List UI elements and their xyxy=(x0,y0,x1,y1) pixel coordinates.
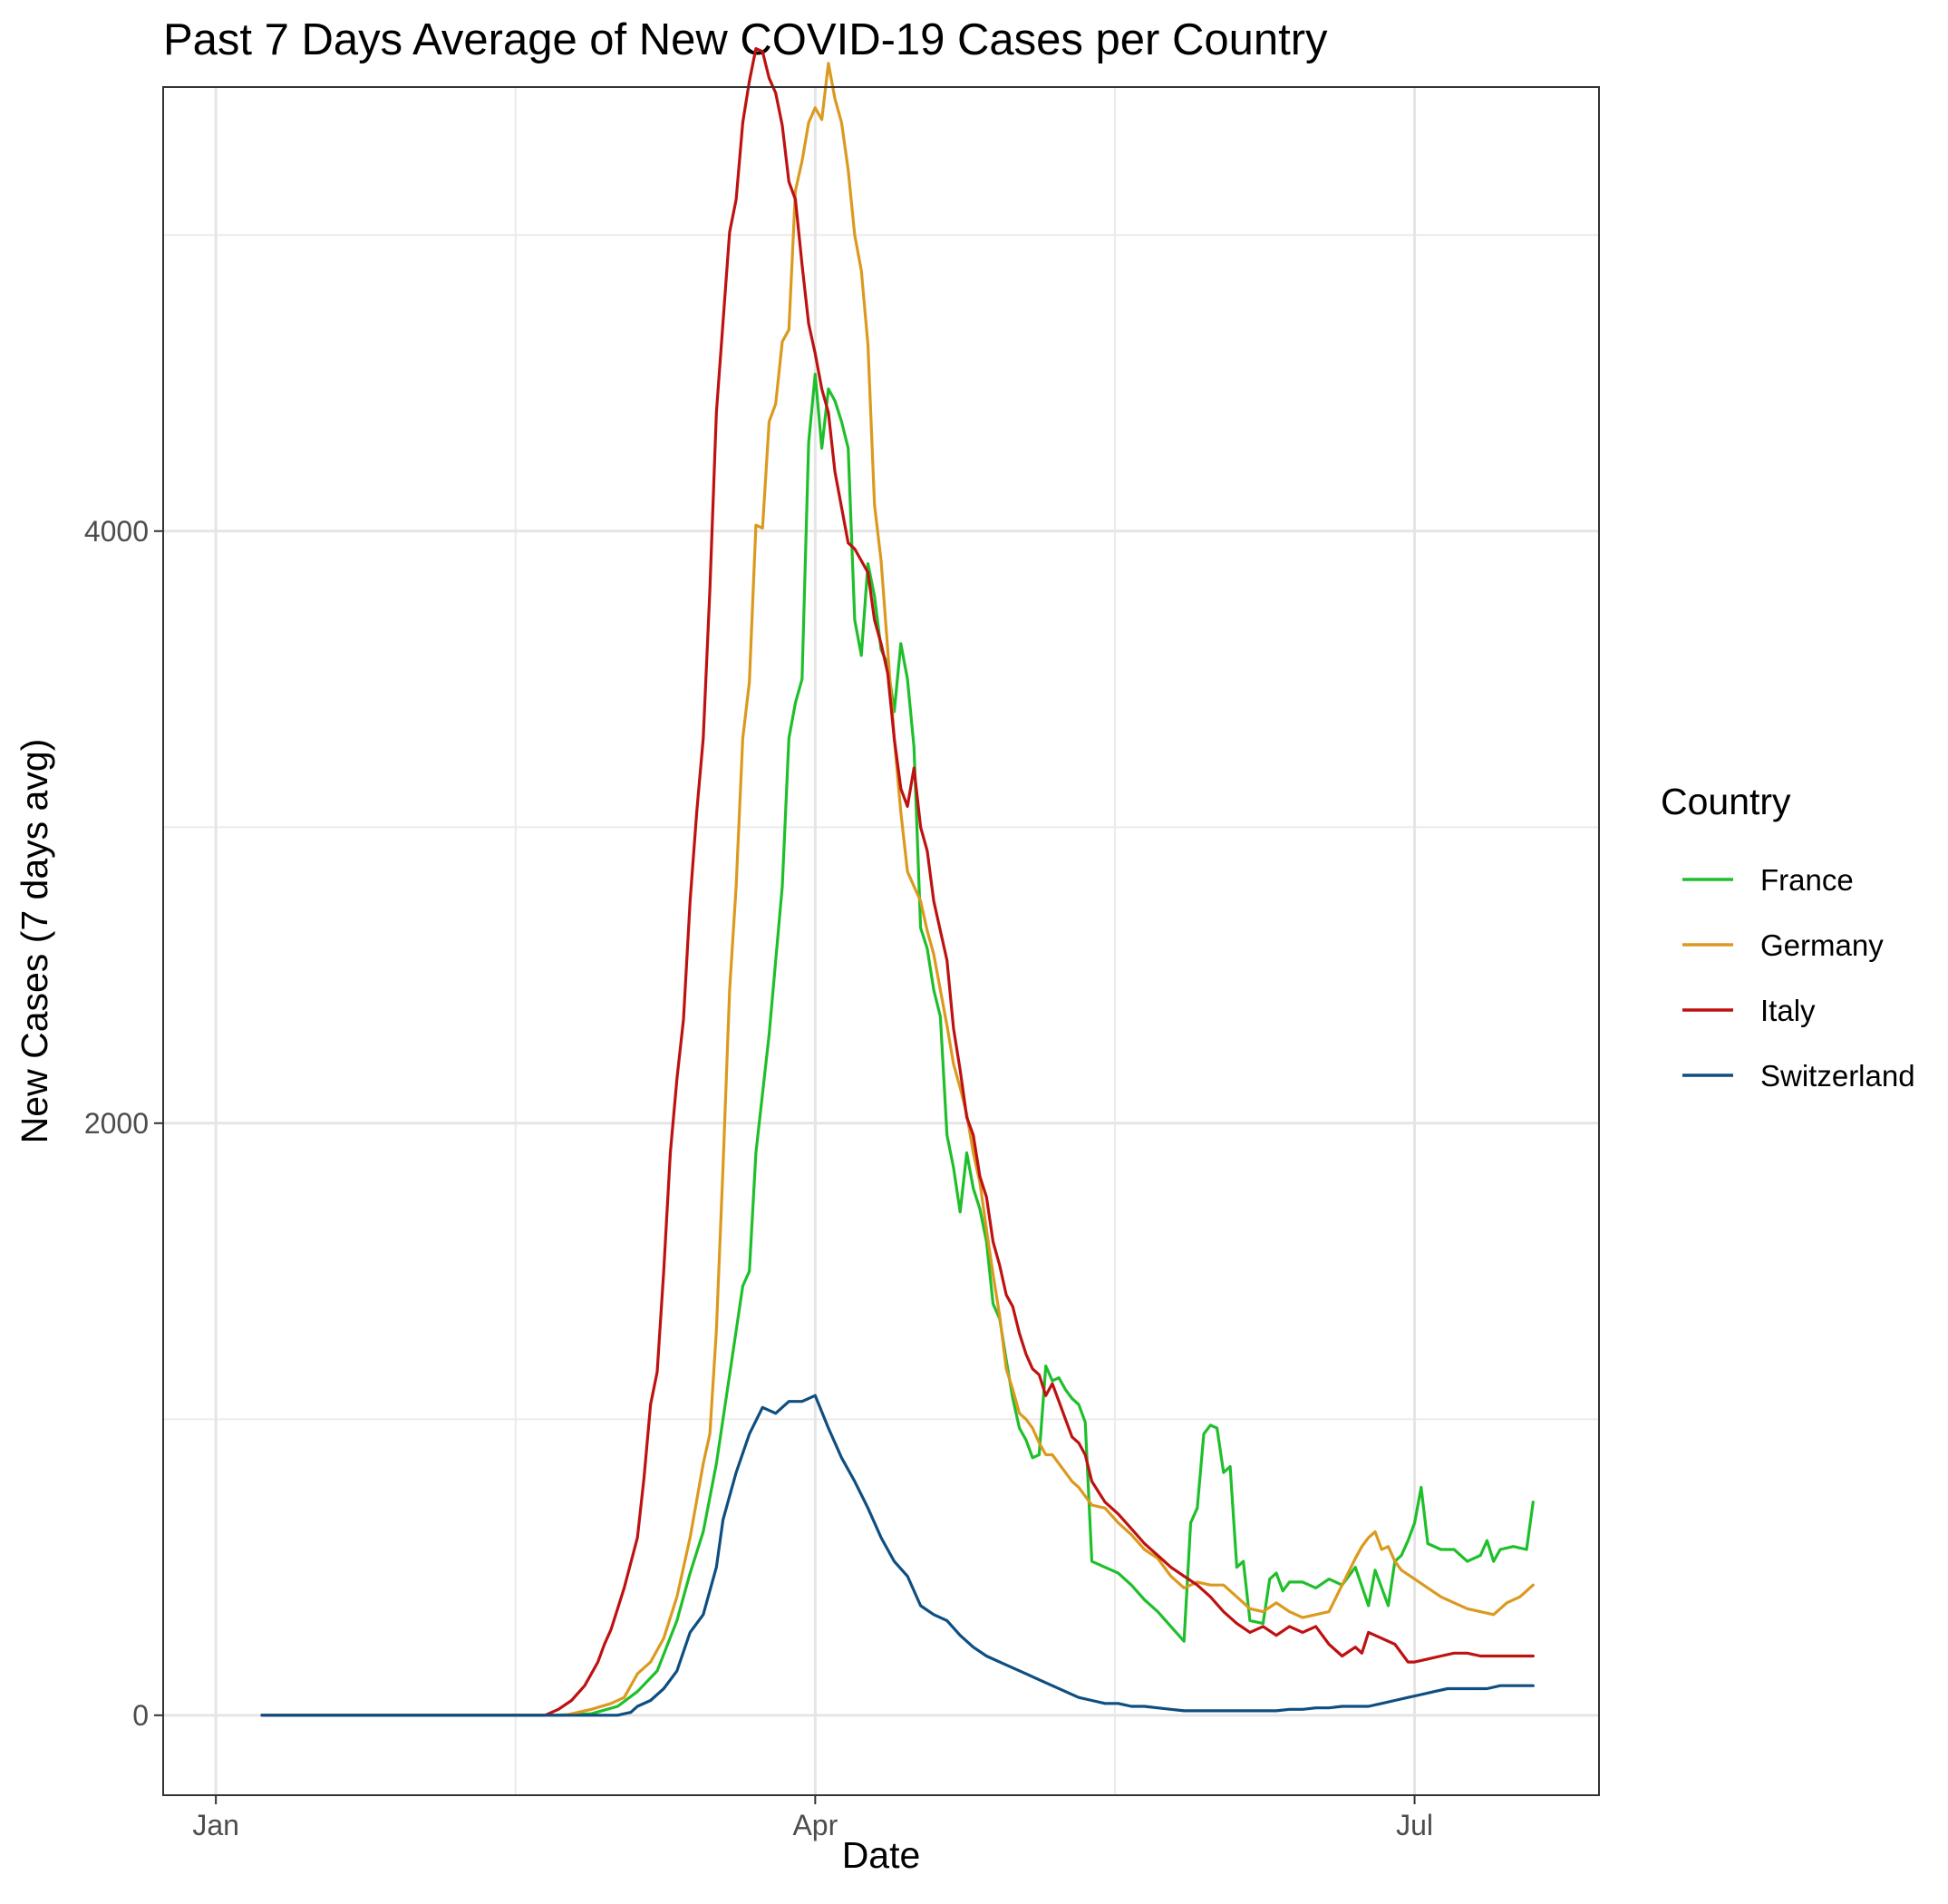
legend-label: Germany xyxy=(1760,928,1884,962)
grid-major xyxy=(163,87,1599,1795)
chart-title: Past 7 Days Average of New COVID-19 Case… xyxy=(163,15,1328,64)
x-tick-label: Apr xyxy=(792,1809,838,1841)
legend-items: France Germany Italy Switzerland xyxy=(1682,863,1915,1093)
legend-label: Italy xyxy=(1760,994,1816,1027)
x-tick-label: Jul xyxy=(1396,1809,1433,1841)
legend-title: Country xyxy=(1661,781,1791,822)
series-line-france xyxy=(260,373,1535,1717)
series-line-germany xyxy=(260,62,1535,1717)
x-axis: Jan Apr Jul xyxy=(192,1795,1433,1841)
legend-item-italy: Italy xyxy=(1682,994,1816,1027)
panel-background xyxy=(163,87,1599,1795)
legend-item-switzerland: Switzerland xyxy=(1682,1059,1915,1093)
plot-panel xyxy=(162,47,1600,1796)
y-axis-title: New Cases (7 days avg) xyxy=(14,739,55,1144)
series-lines xyxy=(260,47,1535,1717)
legend: Country France Germany Italy Switzerland xyxy=(1661,781,1915,1093)
x-tick-label: Jan xyxy=(192,1809,239,1841)
panel-border xyxy=(162,86,1600,1796)
legend-label: Switzerland xyxy=(1760,1059,1915,1093)
series-line-italy xyxy=(260,47,1535,1717)
x-axis-title: Date xyxy=(842,1834,921,1876)
y-tick-label: 0 xyxy=(132,1699,149,1732)
legend-item-france: France xyxy=(1682,863,1854,897)
series-line-switzerland xyxy=(260,1394,1535,1717)
legend-label: France xyxy=(1760,863,1854,897)
y-axis: 0 2000 4000 xyxy=(84,515,163,1732)
legend-item-germany: Germany xyxy=(1682,928,1884,962)
y-tick-label: 4000 xyxy=(84,515,149,548)
y-tick-label: 2000 xyxy=(84,1107,149,1140)
